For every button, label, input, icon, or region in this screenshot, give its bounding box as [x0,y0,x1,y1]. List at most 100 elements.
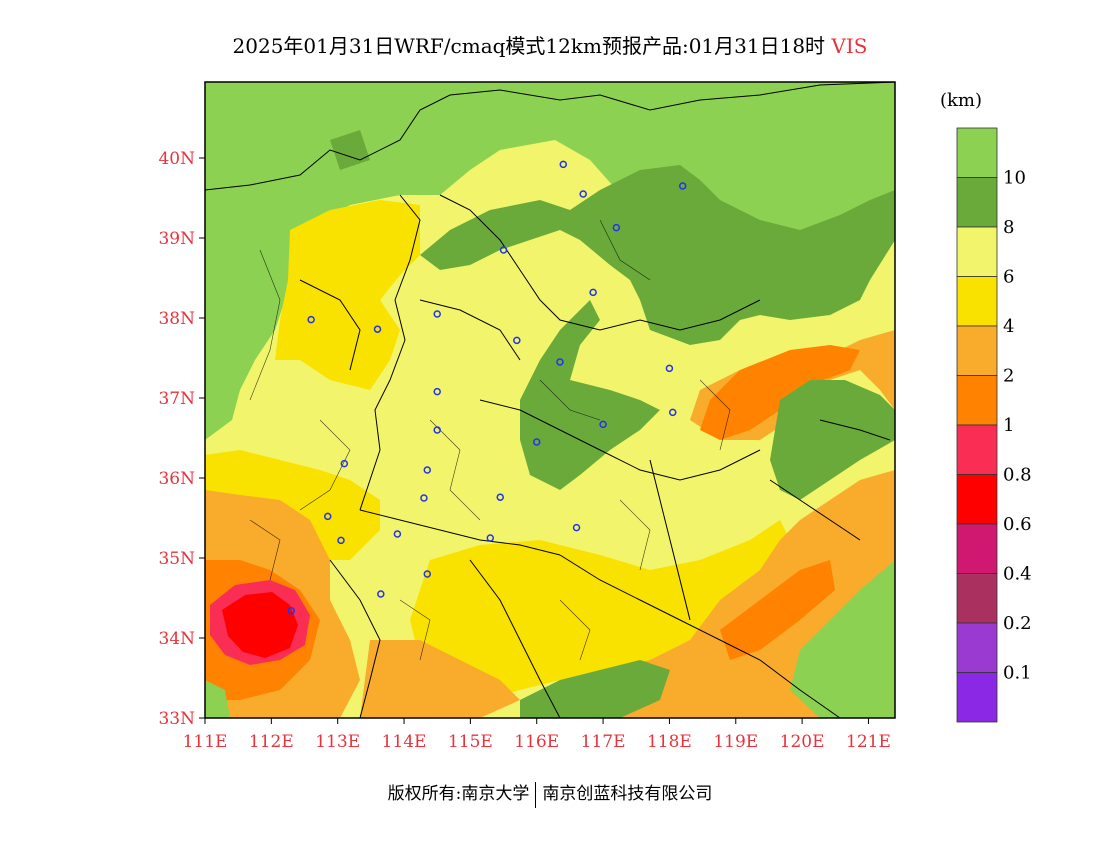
station-marker [678,182,687,190]
lat-tick-label: 34N [158,629,195,649]
colorbar-label: 4 [1003,316,1014,337]
colorbar-swatch [956,622,998,673]
station-marker [612,223,621,232]
map-field [205,82,895,718]
colorbar-swatch [956,177,998,228]
boundaries [205,82,895,718]
field-8-10km-north [420,165,895,345]
colorbar-label: 1 [1003,415,1014,436]
lon-tick-label: 114E [382,732,427,752]
station-marker [373,325,382,333]
lon-tick-label: 112E [249,732,294,752]
station-marker [337,536,345,545]
field-4-6km-west [275,200,420,390]
station-marker [423,570,432,578]
lon-tick-label: 111E [183,732,228,752]
field-0.6-0.8km [222,592,298,658]
colorbar-label: 0.4 [1003,564,1032,585]
latitude-ticks: 40N 39N 38N 37N 36N 35N 34N 33N [158,149,205,729]
field-8-10km-south [520,660,670,718]
station-marker [433,426,441,434]
station-marker [559,160,568,169]
colorbar-swatch [956,276,998,327]
lon-tick-label: 118E [647,732,692,752]
field-2-4km-south [360,640,520,718]
colorbar-label: 6 [1003,267,1014,288]
station-marker [307,315,315,324]
station-marker [499,246,508,254]
station-marker [433,310,441,318]
station-marker [340,459,349,468]
title-variable: VIS [831,34,868,58]
field-gt10km-southeast [790,560,895,718]
station-marker [377,590,385,598]
station-marker [513,336,521,345]
lon-tick-label: 120E [780,732,825,752]
field-gt10km-swcorner [205,680,230,718]
field-8-10km-central [520,300,660,490]
footer-right: 南京创蓝科技有限公司 [542,784,713,804]
station-marker [556,358,564,366]
station-marker [665,364,674,373]
title-main: 2025年01月31日WRF/cmaq模式12km预报产品:01月31日18时 [232,34,826,58]
lon-tick-label: 119E [713,732,758,752]
lat-tick-label: 35N [158,549,195,569]
lat-tick-label: 40N [158,149,195,169]
station-marker [393,530,402,538]
colorbar-swatch [956,325,998,376]
legend-unit: (km) [940,90,983,111]
colorbar-label: 0.2 [1003,613,1032,634]
colorbar-swatch [956,375,998,426]
colorbar-swatch [956,523,998,574]
lat-tick-label: 33N [158,709,195,729]
colorbar-label: 8 [1003,217,1014,238]
station-marker [423,466,432,474]
field-2-4km-southeast [580,330,895,718]
station-marker [572,523,581,532]
lon-tick-label: 113E [315,732,360,752]
field-1-2km-east [700,345,860,440]
field-1-2km-southeast [720,560,835,660]
colorbar-swatch [956,127,998,178]
colorbar-swatch [956,672,998,723]
field-8-10km-peninsula [770,380,895,500]
station-marker [433,387,441,396]
station-marker [486,534,495,542]
station-marker [323,512,332,521]
field-4-6km-south [410,520,790,700]
station-marker [579,190,587,198]
station-marker [496,493,504,501]
colorbar: 10 8 6 4 2 1 0.8 0.6 0.4 0.2 0.1 [956,127,1032,723]
colorbar-label: 10 [1003,168,1026,189]
lat-tick-label: 38N [158,309,195,329]
colorbar-label: 0.8 [1003,465,1032,486]
colorbar-swatch [956,424,998,475]
lat-tick-label: 36N [158,469,195,489]
lon-tick-label: 116E [514,732,559,752]
station-marker [589,288,597,297]
longitude-ticks: 111E 112E 113E 114E 115E 116E 117E 118E 119E 120E… [183,718,891,752]
colorbar-swatch [956,573,998,624]
copyright-footer: 版权所有:南京大学 南京创蓝科技有限公司 [0,779,1100,808]
station-markers [287,160,687,615]
map-title: 2025年01月31日WRF/cmaq模式12km预报产品:01月31日18时 … [0,30,1100,59]
colorbar-swatch [956,226,998,277]
station-marker [599,420,607,429]
footer-separator [535,781,537,808]
station-marker [668,408,677,417]
colorbar-label: 0.1 [1003,663,1032,684]
colorbar-swatch [956,474,998,525]
field-gt10km-north [205,82,895,440]
lat-tick-label: 37N [158,389,195,409]
lon-tick-label: 121E [846,732,891,752]
colorbar-label: 2 [1003,366,1014,387]
station-marker [420,494,428,502]
footer-left: 版权所有:南京大学 [387,784,530,804]
lat-tick-label: 39N [158,229,195,249]
county-boundaries [249,219,731,661]
lon-tick-label: 115E [448,732,493,752]
station-marker [287,607,295,615]
lon-tick-label: 117E [581,732,626,752]
colorbar-label: 0.6 [1003,514,1032,535]
station-marker [532,438,541,446]
